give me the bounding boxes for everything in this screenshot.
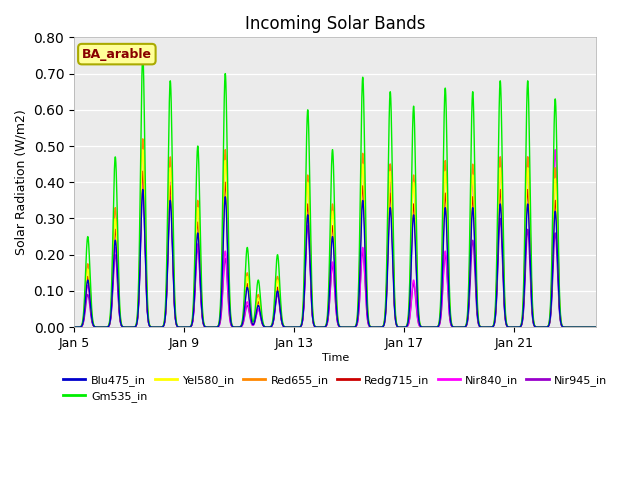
Nir945_in — [321, 324, 329, 330]
Nir945_in — [70, 324, 78, 330]
Redg715_in — [139, 168, 147, 174]
Blu475_in — [70, 324, 78, 330]
Nir945_in — [211, 324, 219, 330]
Red655_in — [321, 324, 329, 329]
Text: BA_arable: BA_arable — [82, 48, 152, 60]
X-axis label: Time: Time — [322, 353, 349, 362]
Yel580_in — [540, 324, 548, 330]
Red655_in — [139, 136, 147, 142]
Red655_in — [194, 198, 202, 204]
Blu475_in — [321, 324, 329, 330]
Nir840_in — [540, 324, 548, 330]
Yel580_in — [593, 324, 600, 330]
Gm535_in — [194, 144, 202, 150]
Yel580_in — [236, 324, 243, 330]
Gm535_in — [321, 324, 329, 329]
Line: Nir840_in: Nir840_in — [74, 150, 596, 327]
Line: Nir945_in: Nir945_in — [74, 182, 596, 327]
Redg715_in — [194, 220, 202, 226]
Nir945_in — [236, 324, 243, 330]
Redg715_in — [211, 324, 219, 330]
Line: Blu475_in: Blu475_in — [74, 190, 596, 327]
Red655_in — [540, 324, 548, 330]
Blu475_in — [593, 324, 600, 330]
Red655_in — [317, 324, 324, 330]
Blu475_in — [236, 324, 243, 330]
Blu475_in — [540, 324, 548, 330]
Gm535_in — [70, 324, 78, 330]
Yel580_in — [317, 324, 324, 330]
Red655_in — [236, 324, 243, 330]
Blu475_in — [139, 187, 147, 192]
Nir945_in — [540, 324, 548, 330]
Red655_in — [70, 324, 78, 330]
Line: Gm535_in: Gm535_in — [74, 56, 596, 327]
Line: Yel580_in: Yel580_in — [74, 150, 596, 327]
Nir840_in — [194, 241, 202, 247]
Nir840_in — [321, 324, 329, 330]
Line: Red655_in: Red655_in — [74, 139, 596, 327]
Yel580_in — [321, 324, 329, 329]
Redg715_in — [540, 324, 548, 330]
Nir840_in — [70, 324, 78, 330]
Nir945_in — [593, 324, 600, 330]
Red655_in — [211, 324, 219, 330]
Nir840_in — [236, 324, 243, 330]
Redg715_in — [236, 324, 243, 330]
Gm535_in — [593, 324, 600, 330]
Gm535_in — [211, 324, 219, 330]
Redg715_in — [70, 324, 78, 330]
Nir840_in — [211, 324, 219, 330]
Redg715_in — [593, 324, 600, 330]
Nir840_in — [552, 147, 559, 153]
Gm535_in — [236, 324, 243, 330]
Redg715_in — [317, 324, 324, 330]
Gm535_in — [139, 53, 147, 59]
Red655_in — [593, 324, 600, 330]
Nir945_in — [387, 180, 394, 185]
Yel580_in — [211, 324, 219, 330]
Gm535_in — [540, 324, 548, 330]
Nir840_in — [317, 324, 324, 330]
Redg715_in — [321, 324, 329, 329]
Title: Incoming Solar Bands: Incoming Solar Bands — [245, 15, 426, 33]
Blu475_in — [211, 324, 219, 330]
Gm535_in — [317, 324, 324, 330]
Nir840_in — [593, 324, 600, 330]
Blu475_in — [194, 230, 202, 236]
Legend: Blu475_in, Gm535_in, Yel580_in, Red655_in, Redg715_in, Nir840_in, Nir945_in: Blu475_in, Gm535_in, Yel580_in, Red655_i… — [59, 371, 612, 407]
Y-axis label: Solar Radiation (W/m2): Solar Radiation (W/m2) — [15, 109, 28, 255]
Nir945_in — [194, 245, 202, 251]
Yel580_in — [139, 147, 147, 153]
Yel580_in — [70, 324, 78, 330]
Line: Redg715_in: Redg715_in — [74, 171, 596, 327]
Nir945_in — [317, 324, 324, 330]
Blu475_in — [317, 324, 324, 330]
Yel580_in — [194, 205, 202, 211]
